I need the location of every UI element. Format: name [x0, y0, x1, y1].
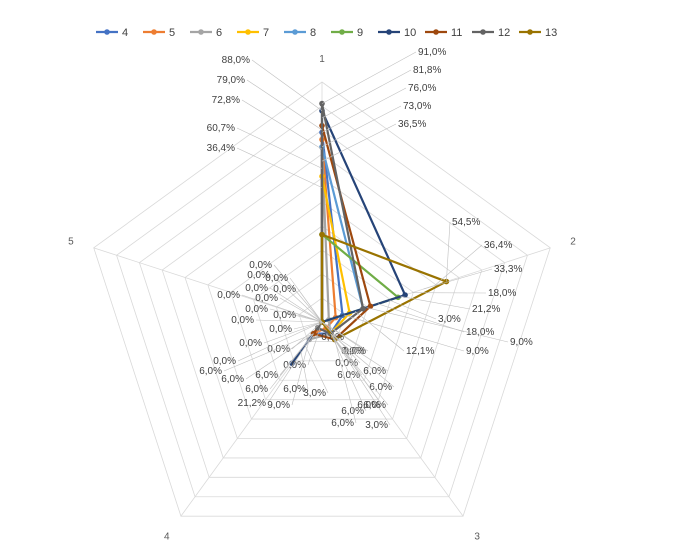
data-label: 6,0%	[255, 370, 278, 381]
data-label: 0,0%	[273, 310, 296, 321]
data-label: 6,0%	[283, 384, 306, 395]
legend-item: 5	[143, 27, 175, 39]
legend-label: 8	[310, 27, 316, 39]
axis-label: 1	[319, 54, 325, 65]
data-label: 0,0%	[269, 324, 292, 335]
data-label: 6,0%	[357, 400, 380, 411]
data-labels: 91,0% 81,8% 76,0% 73,0% 36,5% 88,0% 79,0% 72,8%…	[199, 47, 533, 431]
legend-label: 10	[404, 27, 416, 39]
data-label: 36,5%	[398, 119, 426, 130]
legend-marker	[386, 29, 392, 35]
data-label: 0,0%	[239, 338, 262, 349]
data-label: 88,0%	[222, 55, 250, 66]
data-label-leader	[322, 70, 411, 118]
data-label: 0,0%	[265, 273, 288, 284]
legend-label: 11	[451, 27, 462, 39]
data-label: 36,4%	[207, 143, 235, 154]
data-label: 18,0%	[488, 288, 516, 299]
data-label: 91,0%	[418, 47, 446, 58]
data-label: 0,0%	[217, 290, 240, 301]
legend-label: 4	[122, 27, 128, 39]
data-label-leader	[237, 128, 322, 168]
legend-item: 6	[190, 27, 222, 39]
data-label-leader	[322, 124, 396, 161]
data-label-leader	[242, 100, 322, 149]
axis-label: 3	[474, 532, 480, 543]
data-label: 3,0%	[438, 314, 461, 325]
data-label: 73,0%	[403, 101, 431, 112]
data-label-leader	[424, 269, 492, 289]
data-label: 0,0%	[255, 293, 278, 304]
data-label-leader	[237, 148, 322, 188]
data-label-leader	[270, 334, 314, 389]
data-label: 6,0%	[221, 374, 244, 385]
data-label-leader	[401, 296, 470, 309]
data-label: 0,0%	[231, 315, 254, 326]
legend-marker	[433, 29, 439, 35]
axis-label: 5	[68, 236, 74, 247]
legend-label: 6	[216, 27, 222, 39]
legend-marker	[292, 29, 298, 35]
data-label: 6,0%	[331, 418, 354, 429]
data-label: 81,8%	[413, 65, 441, 76]
data-label: 6,0%	[337, 370, 360, 381]
legend: 4 5 6 7 8 9 10 11 12 13	[96, 27, 557, 39]
data-label-leader	[322, 52, 416, 104]
series-marker	[319, 232, 325, 238]
data-label: 6,0%	[369, 382, 392, 393]
data-label: 3,0%	[303, 388, 326, 399]
data-label-leader	[247, 80, 322, 130]
data-label: 3,0%	[365, 420, 388, 431]
data-label: 79,0%	[217, 75, 245, 86]
legend-label: 13	[545, 27, 557, 39]
data-label: 9,0%	[267, 400, 290, 411]
legend-label: 9	[357, 27, 363, 39]
data-label: 12,1%	[406, 346, 434, 357]
data-label-leader	[305, 345, 328, 393]
data-label: 18,0%	[466, 327, 494, 338]
data-label: 21,2%	[472, 304, 500, 315]
legend-label: 5	[169, 27, 175, 39]
legend-item: 7	[237, 27, 269, 39]
legend-item: 9	[331, 27, 363, 39]
data-label: 6,0%	[363, 366, 386, 377]
legend-marker	[339, 29, 345, 35]
legend-item: 11	[425, 27, 462, 39]
legend-marker	[104, 29, 110, 35]
legend-marker	[527, 29, 533, 35]
legend-label: 12	[498, 27, 510, 39]
axis-label: 4	[164, 532, 170, 543]
legend-item: 10	[378, 27, 416, 39]
data-label: 9,0%	[510, 337, 533, 348]
data-label: 0,0%	[245, 304, 268, 315]
legend-marker	[151, 29, 157, 35]
data-label: 76,0%	[408, 83, 436, 94]
legend-marker	[198, 29, 204, 35]
legend-label: 7	[263, 27, 269, 39]
data-label: 9,0%	[466, 346, 489, 357]
legend-marker	[480, 29, 486, 35]
data-label: 72,8%	[212, 95, 240, 106]
axis-label: 2	[570, 236, 576, 247]
data-label: 33,3%	[494, 264, 522, 275]
data-label: 6,0%	[199, 366, 222, 377]
data-label: 21,2%	[238, 398, 266, 409]
series-marker	[360, 306, 366, 312]
legend-item: 4	[96, 27, 128, 39]
data-label-leader	[252, 60, 322, 111]
data-label: 54,5%	[452, 217, 480, 228]
data-label: 60,7%	[207, 123, 235, 134]
legend-item: 8	[284, 27, 316, 39]
legend-item: 12	[472, 27, 510, 39]
data-label: 6,0%	[245, 384, 268, 395]
legend-marker	[245, 29, 251, 35]
data-label: 36,4%	[484, 240, 512, 251]
legend-item: 13	[519, 27, 557, 39]
